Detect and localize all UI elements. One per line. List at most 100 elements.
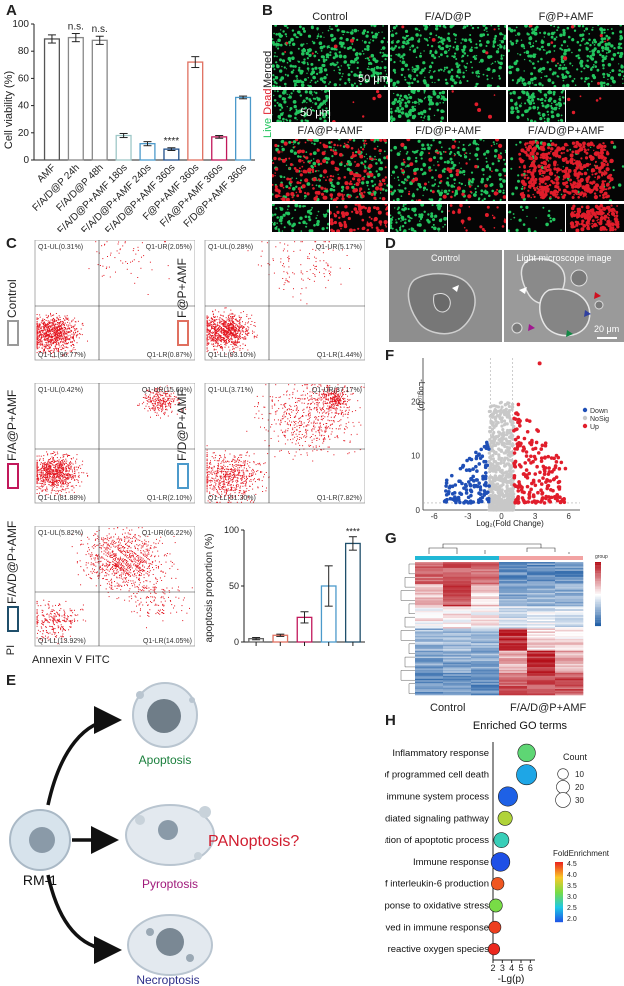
event-dot xyxy=(243,326,245,328)
event-dot xyxy=(309,412,311,414)
event-dot xyxy=(330,393,332,395)
event-dot xyxy=(60,328,62,329)
event-dot xyxy=(45,352,47,354)
event-dot xyxy=(215,326,217,328)
event-dot xyxy=(36,343,38,345)
event-dot xyxy=(237,346,239,348)
event-dot xyxy=(315,418,317,420)
event-dot xyxy=(323,438,325,440)
event-dot xyxy=(165,403,167,405)
event-dot xyxy=(53,475,55,476)
event-dot xyxy=(65,317,67,319)
event-dot xyxy=(56,317,58,319)
event-dot xyxy=(231,489,233,491)
event-dot xyxy=(54,345,56,347)
event-dot xyxy=(235,485,237,487)
event-dot xyxy=(69,350,71,352)
event-dot xyxy=(47,344,49,346)
event-dot xyxy=(234,337,236,339)
event-dot xyxy=(297,411,299,413)
event-dot xyxy=(38,487,40,489)
event-dot xyxy=(49,473,51,475)
event-dot xyxy=(320,399,322,401)
event-dot xyxy=(167,392,169,394)
event-dot xyxy=(219,476,221,478)
event-dot xyxy=(232,328,234,330)
event-dot xyxy=(106,579,108,581)
event-dot xyxy=(59,621,61,623)
event-dot xyxy=(207,478,209,480)
event-dot xyxy=(65,453,67,455)
event-dot xyxy=(38,482,40,484)
event-dot xyxy=(225,474,226,476)
event-dot xyxy=(211,468,213,470)
event-dot xyxy=(322,395,324,397)
event-dot xyxy=(74,609,75,611)
event-dot xyxy=(147,294,149,295)
event-dot xyxy=(63,611,65,613)
event-dot xyxy=(244,345,246,346)
event-dot xyxy=(224,331,226,333)
event-dot xyxy=(58,613,60,615)
event-dot xyxy=(181,410,183,412)
scale-bar-50um-top: 50 μm xyxy=(358,73,389,85)
event-dot xyxy=(227,501,229,503)
event-dot xyxy=(61,468,63,470)
event-dot xyxy=(216,342,218,344)
event-dot xyxy=(61,336,63,338)
event-dot xyxy=(226,490,228,492)
event-dot xyxy=(66,482,68,484)
event-dot xyxy=(46,613,48,615)
event-dot xyxy=(173,392,175,394)
event-dot xyxy=(58,459,60,461)
event-dot xyxy=(51,472,53,474)
event-dot xyxy=(48,467,50,469)
event-dot xyxy=(243,460,245,462)
event-dot xyxy=(38,334,40,336)
quadrant-label: Q1-UL(3.71%) xyxy=(208,387,253,394)
event-dot xyxy=(69,463,71,465)
event-dot xyxy=(287,273,289,275)
event-dot xyxy=(206,347,208,349)
event-dot xyxy=(65,629,66,631)
event-dot xyxy=(292,296,294,298)
event-dot xyxy=(36,455,38,457)
event-dot xyxy=(44,345,46,347)
event-dot xyxy=(52,457,54,459)
event-dot xyxy=(72,476,74,477)
event-dot xyxy=(236,469,238,471)
event-dot xyxy=(305,287,307,289)
event-dot xyxy=(82,322,84,324)
event-dot xyxy=(49,350,51,352)
event-dot xyxy=(257,403,259,405)
event-dot xyxy=(211,318,213,320)
event-dot xyxy=(44,468,46,470)
event-dot xyxy=(320,435,322,437)
event-dot xyxy=(280,404,282,406)
event-dot xyxy=(51,337,52,339)
event-dot xyxy=(332,396,334,398)
event-dot xyxy=(66,335,68,337)
event-dot xyxy=(240,338,242,340)
event-dot xyxy=(206,326,208,328)
event-dot xyxy=(242,321,243,323)
event-dot xyxy=(69,475,71,477)
event-dot xyxy=(342,393,344,395)
event-dot xyxy=(60,464,62,466)
event-dot xyxy=(321,419,323,421)
event-dot xyxy=(212,321,214,323)
event-dot xyxy=(57,336,59,338)
event-dot xyxy=(325,396,327,398)
event-dot xyxy=(231,460,233,462)
event-dot xyxy=(262,485,263,487)
event-dot xyxy=(57,473,59,474)
event-dot xyxy=(42,472,44,474)
event-dot xyxy=(117,547,119,549)
event-dot xyxy=(162,400,164,402)
event-dot xyxy=(346,427,348,429)
event-dot xyxy=(51,483,53,485)
event-dot xyxy=(69,615,71,617)
event-dot xyxy=(56,473,58,475)
event-dot xyxy=(61,479,63,481)
event-dot xyxy=(74,317,76,319)
